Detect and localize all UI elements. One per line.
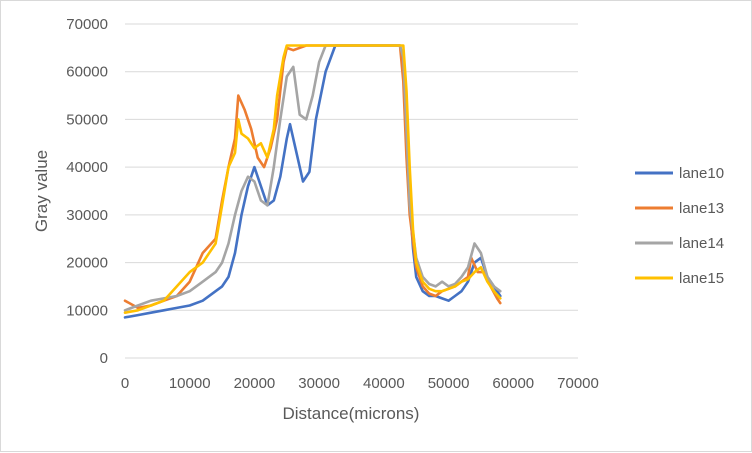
x-tick-label: 20000: [234, 375, 276, 392]
series-lines: [123, 44, 502, 319]
series-line-lane13: [123, 44, 502, 310]
y-tick-label: 10000: [66, 302, 108, 319]
x-tick-label: 0: [121, 375, 129, 392]
x-tick-label: 50000: [428, 375, 470, 392]
x-tick-label: 30000: [298, 375, 340, 392]
x-axis-ticks: 0 10000 20000 30000 40000 50000 60000 70000: [121, 375, 599, 392]
series-line-lane15: [123, 44, 502, 315]
y-tick-label: 0: [100, 350, 108, 367]
gridlines: [125, 23, 578, 311]
y-tick-label: 70000: [66, 16, 108, 33]
legend-label-lane14: lane14: [679, 235, 724, 252]
y-axis-title: Gray value: [32, 150, 51, 232]
x-tick-label: 40000: [363, 375, 405, 392]
y-axis-ticks: 0 10000 20000 30000 40000 50000 60000 70000: [66, 16, 108, 367]
legend: lane10 lane13 lane14 lane15: [635, 165, 724, 287]
y-tick-label: 50000: [66, 111, 108, 128]
legend-label-lane10: lane10: [679, 165, 724, 182]
y-tick-label: 40000: [66, 159, 108, 176]
series-line-lane14: [123, 44, 502, 312]
x-tick-label: 10000: [169, 375, 211, 392]
legend-label-lane13: lane13: [679, 200, 724, 217]
y-tick-label: 30000: [66, 207, 108, 224]
x-tick-label: 70000: [557, 375, 599, 392]
x-tick-label: 60000: [492, 375, 534, 392]
y-tick-label: 60000: [66, 64, 108, 81]
y-tick-label: 20000: [66, 255, 108, 272]
series-line-lane10: [123, 44, 502, 319]
x-axis-title: Distance(microns): [283, 404, 420, 423]
legend-label-lane15: lane15: [679, 270, 724, 287]
